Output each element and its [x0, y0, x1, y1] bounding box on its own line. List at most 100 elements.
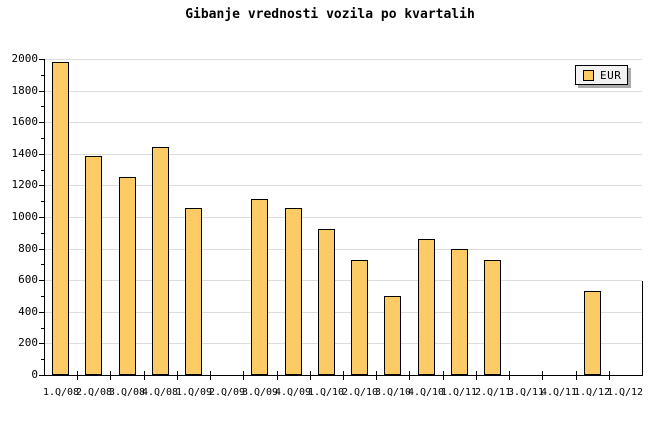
x-tick-label-6: 3.Q/09 — [241, 387, 279, 398]
y-tick-label-400: 400 — [18, 305, 38, 318]
chart-title: Gibanje vrednosti vozila po kvartalih — [185, 7, 475, 22]
x-tick-label-11: 4.Q/10 — [407, 387, 445, 398]
x-tick-label-7: 4.Q/09 — [274, 387, 312, 398]
bar-3.Q/10 — [384, 296, 401, 375]
y-tick-label-0: 0 — [31, 368, 38, 381]
y-major-tick-400 — [39, 312, 44, 313]
y-tick-label-1800: 1800 — [11, 84, 39, 97]
y-minor-tick-300 — [41, 328, 44, 329]
y-major-tick-1400 — [39, 154, 44, 155]
y-minor-tick-1100 — [41, 201, 44, 202]
gridline-1400 — [44, 154, 642, 155]
x-tick-10 — [376, 371, 377, 380]
y-tick-label-1200: 1200 — [11, 178, 39, 191]
x-tick-17 — [609, 371, 610, 380]
plot-right-edge-line — [642, 281, 643, 376]
legend: EUR — [575, 65, 628, 85]
y-minor-tick-1900 — [41, 75, 44, 76]
y-major-tick-800 — [39, 249, 44, 250]
x-tick-12 — [443, 371, 444, 380]
x-tick-5 — [210, 371, 211, 380]
x-tick-4 — [177, 371, 178, 380]
x-tick-label-13: 2.Q/11 — [474, 387, 512, 398]
y-major-tick-1200 — [39, 185, 44, 186]
x-tick-label-3: 4.Q/08 — [141, 387, 179, 398]
gridline-1200 — [44, 185, 642, 186]
x-tick-9 — [343, 371, 344, 380]
y-minor-tick-100 — [41, 359, 44, 360]
x-tick-14 — [509, 371, 510, 380]
y-tick-label-1400: 1400 — [11, 147, 39, 160]
y-major-tick-200 — [39, 343, 44, 344]
bar-2.Q/08 — [85, 156, 102, 375]
y-minor-tick-1500 — [41, 138, 44, 139]
x-tick-label-8: 1.Q/10 — [307, 387, 345, 398]
bar-3.Q/08 — [119, 177, 136, 375]
bar-2.Q/10 — [351, 260, 368, 375]
x-tick-7 — [277, 371, 278, 380]
x-tick-13 — [476, 371, 477, 380]
y-major-tick-600 — [39, 280, 44, 281]
y-minor-tick-700 — [41, 264, 44, 265]
y-tick-label-1000: 1000 — [11, 210, 39, 223]
gridline-600 — [44, 280, 642, 281]
x-axis-labels: 1.Q/08 2.Q/08 3.Q/08 4.Q/08 1.Q/09 2.Q/09 3.Q/… — [42, 387, 644, 401]
y-major-tick-1800 — [39, 91, 44, 92]
y-tick-label-600: 600 — [18, 273, 38, 286]
x-tick-label-12: 1.Q/11 — [440, 387, 478, 398]
bar-1.Q/12 — [584, 291, 601, 375]
y-tick-label-2000: 2000 — [11, 52, 39, 65]
bar-4.Q/10 — [418, 239, 435, 375]
bar-1.Q/09 — [185, 208, 202, 375]
bar-2.Q/11 — [484, 260, 501, 375]
x-tick-label-9: 2.Q/10 — [341, 387, 379, 398]
gridline-1000 — [44, 217, 642, 218]
bar-4.Q/08 — [152, 147, 169, 375]
x-tick-label-14: 3.Q/11 — [507, 387, 545, 398]
y-tick-label-800: 800 — [18, 242, 38, 255]
y-minor-tick-900 — [41, 233, 44, 234]
gridline-400 — [44, 312, 642, 313]
legend-series-label: EUR — [600, 68, 622, 82]
x-tick-6 — [243, 371, 244, 380]
y-major-tick-0 — [39, 375, 44, 376]
y-tick-label-1600: 1600 — [11, 115, 39, 128]
x-tick-label-5: 2.Q/09 — [208, 387, 246, 398]
x-tick-3 — [144, 371, 145, 380]
y-axis-line — [44, 59, 45, 376]
x-tick-16 — [576, 371, 577, 380]
x-tick-label-2: 3.Q/08 — [108, 387, 146, 398]
gridline-800 — [44, 249, 642, 250]
x-tick-label-15: 4.Q/11 — [540, 387, 578, 398]
x-tick-11 — [409, 371, 410, 380]
bar-1.Q/08 — [52, 62, 69, 375]
x-tick-8 — [310, 371, 311, 380]
y-tick-label-200: 200 — [18, 336, 38, 349]
x-tick-label-10: 3.Q/10 — [374, 387, 412, 398]
y-minor-tick-1300 — [41, 170, 44, 171]
gridline-1600 — [44, 122, 642, 123]
y-major-tick-1000 — [39, 217, 44, 218]
x-tick-label-4: 1.Q/09 — [175, 387, 213, 398]
legend-series-swatch — [583, 69, 594, 81]
x-tick-label-1: 2.Q/08 — [75, 387, 113, 398]
x-tick-2 — [110, 371, 111, 380]
y-major-tick-1600 — [39, 122, 44, 123]
bar-1.Q/11 — [451, 249, 468, 375]
bar-1.Q/10 — [318, 229, 335, 375]
y-major-tick-2000 — [39, 59, 44, 60]
bar-3.Q/09 — [251, 199, 268, 375]
bar-4.Q/09 — [285, 208, 302, 375]
x-tick-label-16: 1.Q/12 — [573, 387, 611, 398]
x-tick-label-17: 1.Q/12 — [606, 387, 644, 398]
y-minor-tick-500 — [41, 296, 44, 297]
x-tick-15 — [542, 371, 543, 380]
y-minor-tick-1700 — [41, 106, 44, 107]
x-tick-1 — [77, 371, 78, 380]
gridline-200 — [44, 343, 642, 344]
gridline-2000 — [44, 59, 642, 60]
plot-area — [44, 59, 642, 375]
x-tick-label-0: 1.Q/08 — [42, 387, 80, 398]
y-axis-labels: 0 200 400 600 800 1000 1200 1400 1600 1800 2000 — [0, 53, 39, 381]
